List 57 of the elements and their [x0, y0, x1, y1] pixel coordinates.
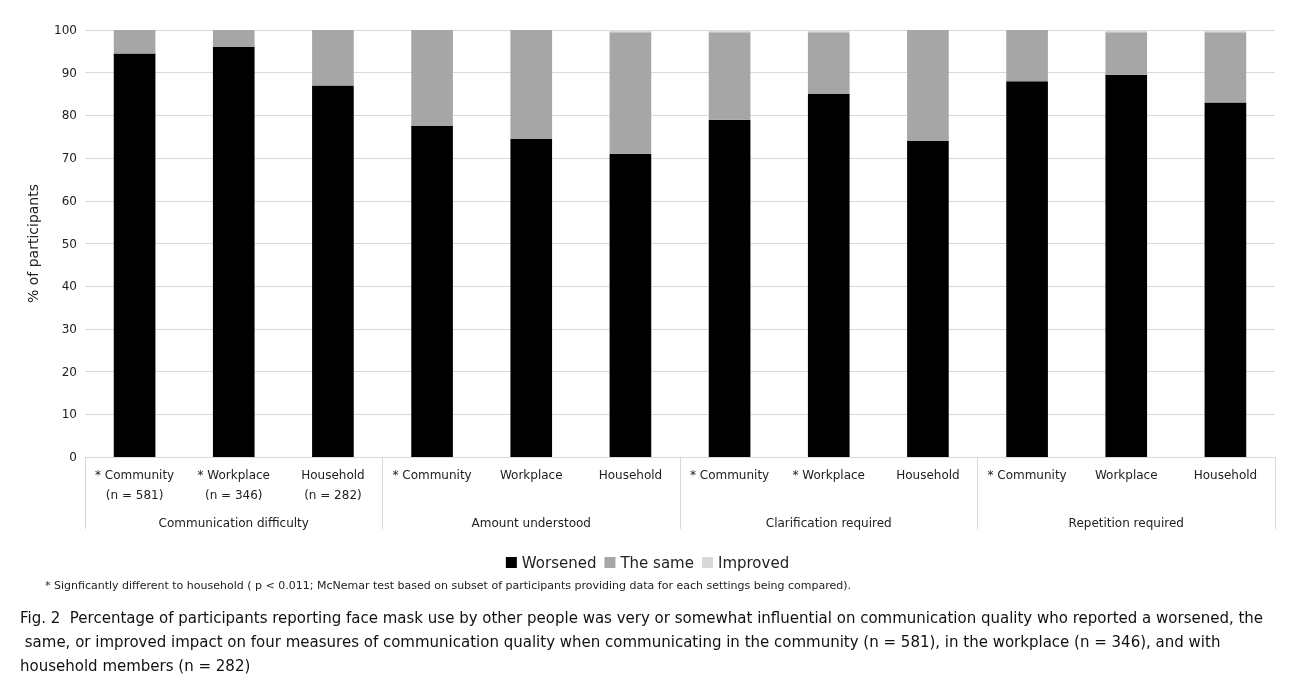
text: Amount understood — [471, 516, 591, 530]
bar — [907, 30, 949, 142]
bar — [708, 32, 751, 120]
bar — [411, 126, 453, 457]
y-axis-title: % of participants — [25, 183, 41, 304]
x-tick-label: * Community — [392, 468, 472, 482]
y-tick-label: 20 — [61, 364, 77, 379]
x-tick-label: Workplace — [499, 468, 563, 482]
x-tick-label: Workplace — [1094, 468, 1158, 482]
bar — [113, 53, 156, 457]
bar — [708, 119, 751, 457]
bar — [609, 153, 652, 457]
bar — [411, 30, 453, 127]
y-tick-label: 0 — [69, 450, 77, 464]
x-tick-label: Household — [896, 468, 960, 482]
bar — [510, 138, 553, 457]
legend-label: Worsened — [521, 553, 597, 572]
y-tick-label: 70 — [61, 151, 77, 166]
bar — [807, 32, 850, 95]
x-tick-label: Household — [1193, 468, 1258, 482]
text: Repetition required — [1068, 516, 1184, 530]
y-tick-label: 60 — [61, 193, 77, 208]
legend-label: The same — [619, 553, 694, 572]
bar — [807, 94, 850, 457]
x-tick-label: Household (n = 282) — [301, 468, 365, 502]
x-tick-label: * Workplace (n = 346) — [197, 468, 270, 502]
x-tick-label: * Workplace — [792, 468, 865, 482]
bar — [312, 30, 354, 86]
bar — [1204, 102, 1247, 457]
bar — [609, 32, 652, 154]
bar — [1105, 32, 1148, 75]
y-tick-label: 50 — [61, 236, 77, 251]
x-tick-label: * Community — [987, 468, 1067, 482]
y-tick-label: 10 — [61, 407, 77, 422]
bar — [212, 47, 255, 457]
y-tick-label: 30 — [61, 321, 77, 336]
bar — [113, 30, 156, 54]
bar — [212, 30, 255, 48]
x-tick-label: * Community — [689, 468, 770, 482]
bar — [1105, 74, 1148, 457]
y-tick-label: 100 — [54, 23, 77, 37]
text: Fig. 2 Percentage of participants reporting face mask use by other people was very or somewhat influential on communication quality who reported a worsened, the same, or improved impact on four measures of communication quality when communicating in the community (n = 581), in the workplace (n = 346), and with household members (n = 282) — [20, 609, 1264, 675]
bar — [1204, 32, 1247, 103]
text: Clarification required — [765, 516, 892, 530]
y-tick-label: 90 — [61, 65, 77, 80]
y-tick-label: 80 — [61, 108, 77, 123]
bar — [907, 141, 949, 457]
bar — [312, 85, 354, 457]
x-tick-label: Household — [598, 468, 663, 482]
legend-label: Improved — [717, 553, 790, 572]
text: Communication difficulty — [158, 516, 309, 530]
bar — [1006, 81, 1048, 457]
x-tick-label: * Community (n = 581) — [94, 468, 175, 502]
bar — [1006, 30, 1048, 82]
y-tick-label: 40 — [61, 279, 77, 294]
text: * Signficantly different to household ( p < 0.011; McNemar test based on subset of participants providing data for each settings being compared). — [45, 579, 852, 592]
bar — [510, 30, 553, 139]
